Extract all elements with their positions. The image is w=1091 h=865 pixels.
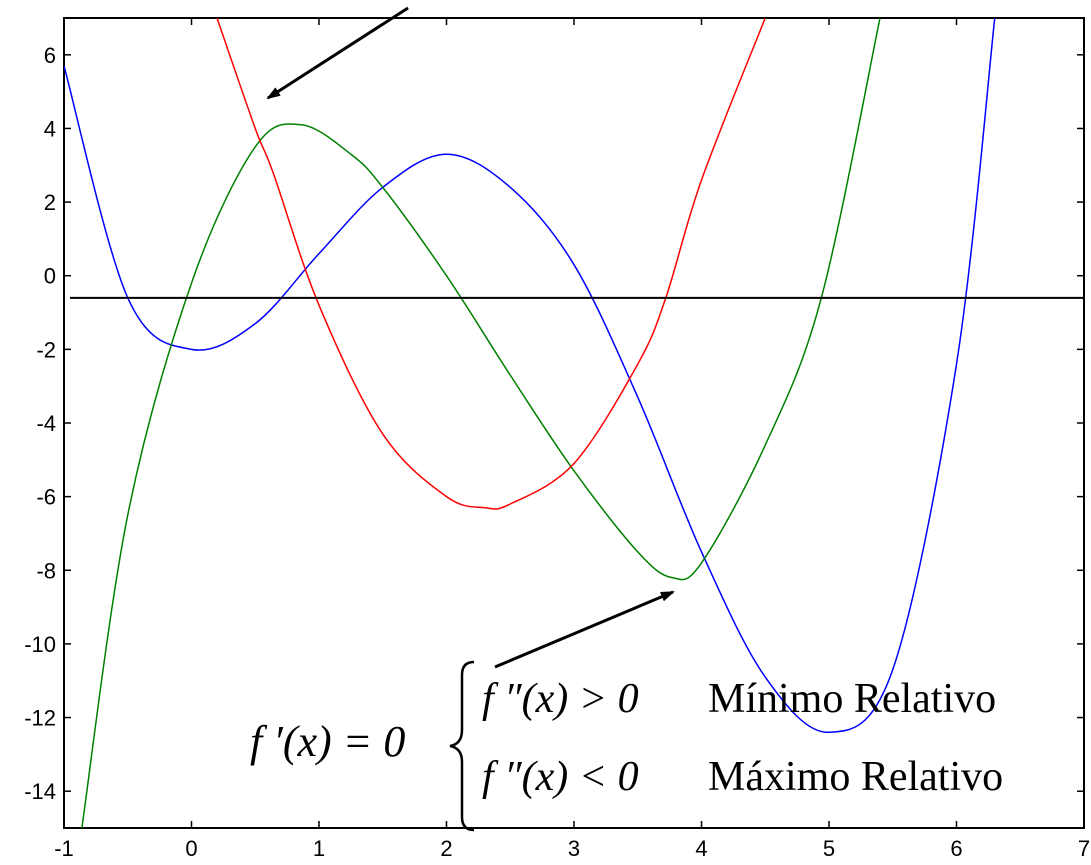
y-tick-label: -4	[36, 411, 56, 436]
y-tick-label: -10	[24, 632, 56, 657]
arrow-minimum	[494, 590, 675, 669]
case-2-condition: f ″(x) < 0	[482, 754, 639, 800]
x-tick-label: 3	[568, 836, 580, 861]
y-tick-label: -14	[24, 779, 56, 804]
y-tick-label: 0	[44, 264, 56, 289]
formula-brace	[449, 660, 475, 832]
y-tick-label: -8	[36, 558, 56, 583]
formula-lhs: f ′(x) = 0	[250, 717, 405, 766]
y-tick-label: 6	[44, 43, 56, 68]
y-axis-ticks: 6 4 2 0 -2 -4 -6 -8 -10 -12 -14	[24, 43, 1084, 804]
x-tick-label: 5	[823, 836, 835, 861]
y-tick-label: -2	[36, 337, 56, 362]
x-tick-label: 0	[185, 836, 197, 861]
formula-annotation: f ′(x) = 0 f ″(x) > 0 Mínimo Relativo f …	[250, 660, 1003, 832]
x-tick-label: 6	[950, 836, 962, 861]
y-tick-label: 4	[44, 116, 56, 141]
series-line-2	[81, 18, 881, 828]
y-tick-label: 2	[44, 190, 56, 215]
x-tick-label: 7	[1078, 836, 1090, 861]
case-1-condition: f ″(x) > 0	[482, 676, 639, 722]
x-axis-ticks: -1 0 1 2 3 4 5 6 7	[54, 18, 1090, 861]
series-layer	[64, 18, 996, 828]
y-tick-label: -6	[36, 485, 56, 510]
case-2-label: Máximo Relativo	[708, 754, 1003, 800]
arrow-maximum	[266, 6, 409, 100]
series-line-3	[216, 18, 766, 510]
x-tick-label: 2	[440, 836, 452, 861]
case-1-label: Mínimo Relativo	[708, 676, 996, 722]
plot-area	[63, 17, 1085, 829]
y-tick-label: -12	[24, 706, 56, 731]
x-tick-label: 1	[313, 836, 325, 861]
x-tick-label: -1	[54, 836, 74, 861]
series-line-1	[64, 18, 996, 734]
x-tick-label: 4	[695, 836, 707, 861]
